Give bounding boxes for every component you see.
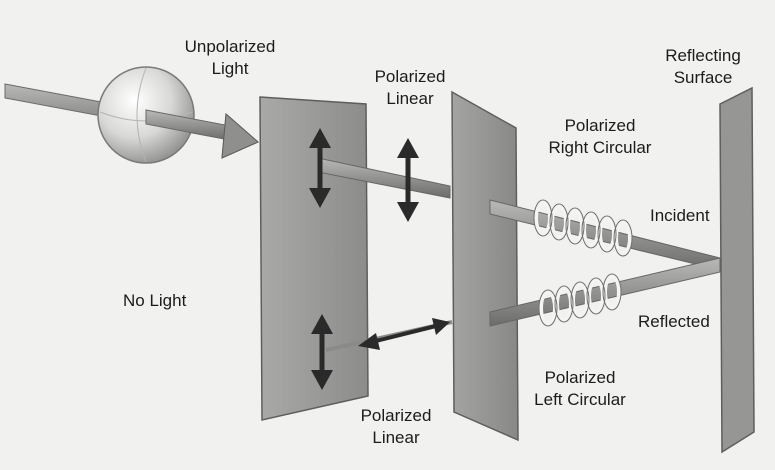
label-reflecting-line2: Surface xyxy=(673,68,733,87)
label-polarized-left-circular: Polarized Left Circular xyxy=(510,367,650,411)
label-reflecting-surface: Reflecting Surface xyxy=(646,45,760,89)
label-left-circular-line1: Polarized xyxy=(544,368,616,387)
second-polarizer-panel xyxy=(451,90,519,442)
label-reflected: Reflected xyxy=(638,312,710,331)
vertical-polarization-arrow-upper xyxy=(309,128,331,208)
label-unpolarized-line2: Light xyxy=(211,59,249,78)
label-polarized-linear-bottom-line1: Polarized xyxy=(360,406,432,425)
label-no-light: No Light xyxy=(123,291,187,310)
vertical-polarization-arrow-lower xyxy=(311,314,333,390)
label-incident: Incident xyxy=(650,206,710,225)
label-unpolarized-light: Unpolarized Light xyxy=(160,36,300,80)
label-polarized-linear-top-line1: Polarized xyxy=(374,67,446,86)
label-polarized-linear-bottom-line2: Linear xyxy=(372,428,420,447)
first-polarizer-panel xyxy=(259,96,369,421)
label-right-circular-line1: Polarized xyxy=(564,116,636,135)
horizontal-polarization-arrow xyxy=(358,318,450,350)
label-polarized-right-circular: Polarized Right Circular xyxy=(530,115,670,159)
label-polarized-linear-top: Polarized Linear xyxy=(350,66,470,110)
label-polarized-linear-top-line2: Linear xyxy=(386,89,434,108)
light-source-sphere xyxy=(97,66,259,164)
label-unpolarized-line1: Unpolarized xyxy=(184,37,276,56)
label-left-circular-line2: Left Circular xyxy=(534,390,626,409)
vertical-polarization-arrow-middle xyxy=(397,138,419,222)
reflecting-surface-panel xyxy=(719,86,755,454)
label-polarized-linear-bottom: Polarized Linear xyxy=(336,405,456,449)
label-right-circular-line2: Right Circular xyxy=(548,138,652,157)
left-circular-helix-outline xyxy=(538,273,622,327)
label-reflecting-line1: Reflecting xyxy=(665,46,741,65)
right-circular-helix-outline xyxy=(533,199,633,257)
